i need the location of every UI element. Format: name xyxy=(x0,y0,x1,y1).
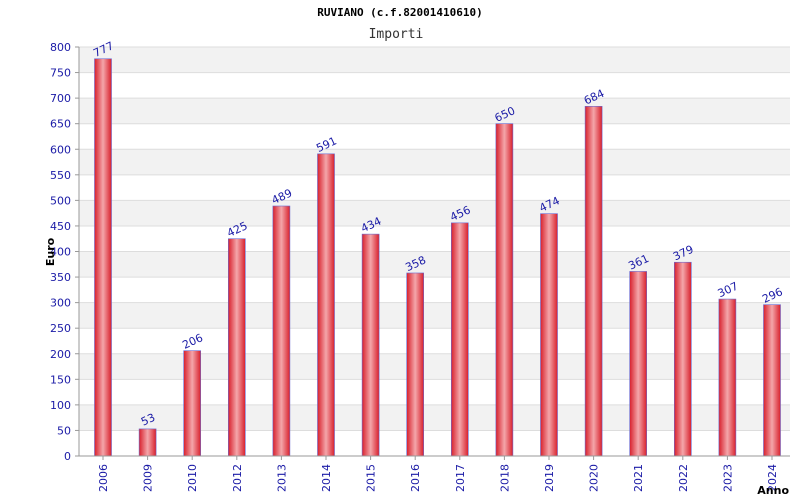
bar-2016 xyxy=(406,272,425,457)
y-tick-label: 150 xyxy=(50,373,71,386)
x-tick-label: 2013 xyxy=(275,464,288,492)
bar-2022 xyxy=(673,261,692,457)
plot-band xyxy=(79,200,790,226)
bar-2023 xyxy=(718,298,737,457)
plot-band xyxy=(79,328,790,354)
bar-2012 xyxy=(228,238,246,457)
x-tick-label: 2021 xyxy=(632,464,645,492)
x-tick-label: 2014 xyxy=(320,464,333,492)
plot-band xyxy=(79,149,790,175)
x-tick-label: 2022 xyxy=(677,464,690,492)
plot-band xyxy=(79,225,790,252)
plot-band xyxy=(79,47,790,73)
y-tick-label: 550 xyxy=(50,169,71,182)
x-axis-ticks: 2006 2009 2010 2012 2013 2014 2015 2016 2017 2018… xyxy=(97,464,779,492)
bar-2006 xyxy=(94,58,112,457)
bar-2009 xyxy=(138,428,157,457)
bar-2010 xyxy=(183,350,201,457)
y-axis-label: Euro xyxy=(44,237,57,266)
plot-band xyxy=(79,123,790,150)
bar-2013 xyxy=(272,205,291,457)
bar-2018 xyxy=(495,123,514,457)
bar-2021 xyxy=(629,271,648,457)
chart-title: RUVIANO (c.f.82001410610) xyxy=(317,6,483,19)
x-tick-label: 2012 xyxy=(231,464,244,492)
x-tick-label: 2020 xyxy=(588,464,601,492)
y-tick-label: 0 xyxy=(64,450,71,463)
x-tick-label: 2009 xyxy=(142,464,155,492)
x-tick-label: 2016 xyxy=(409,464,422,492)
x-tick-label: 2006 xyxy=(97,464,110,492)
chart-subtitle: Importi xyxy=(369,27,424,42)
y-tick-label: 50 xyxy=(57,424,71,437)
y-tick-label: 600 xyxy=(50,143,71,156)
plot-band xyxy=(79,98,790,124)
y-tick-label: 100 xyxy=(50,399,71,412)
bar-2015 xyxy=(361,233,380,457)
y-tick-label: 450 xyxy=(50,220,71,233)
plot-band xyxy=(79,174,790,201)
data-label: 53 xyxy=(139,411,157,429)
plot-band xyxy=(79,251,790,278)
x-tick-label: 2010 xyxy=(186,464,199,492)
bar-2020 xyxy=(584,106,603,457)
y-tick-label: 200 xyxy=(50,348,71,361)
y-tick-label: 500 xyxy=(50,194,71,207)
bar-2017 xyxy=(450,222,469,457)
y-tick-label: 250 xyxy=(50,322,71,335)
y-tick-label: 750 xyxy=(50,67,71,80)
plot-band xyxy=(79,277,790,303)
bar-2014 xyxy=(317,153,335,457)
x-tick-label: 2019 xyxy=(543,464,556,492)
bar-2019 xyxy=(540,213,558,457)
y-tick-label: 650 xyxy=(50,118,71,131)
bar-series xyxy=(94,58,781,460)
plot-band xyxy=(79,72,790,99)
plot-background xyxy=(79,47,790,456)
x-tick-label: 2015 xyxy=(365,464,378,492)
x-tick-label: 2023 xyxy=(721,464,734,492)
plot-band xyxy=(79,302,790,329)
y-tick-label: 300 xyxy=(50,297,71,310)
x-axis-label: Anno xyxy=(757,484,789,497)
x-tick-label: 2017 xyxy=(454,464,467,492)
bar-2024 xyxy=(763,304,781,457)
x-tick-label: 2024 xyxy=(766,464,779,492)
y-tick-label: 400 xyxy=(50,246,71,259)
y-tick-label: 800 xyxy=(50,41,71,54)
y-tick-label: 350 xyxy=(50,271,71,284)
y-tick-label: 700 xyxy=(50,92,71,105)
x-tick-label: 2018 xyxy=(498,464,511,492)
y-axis-ticks: 0 50 100 150 200 250 300 350 400 450 500 550 600 650 7… xyxy=(50,41,71,463)
